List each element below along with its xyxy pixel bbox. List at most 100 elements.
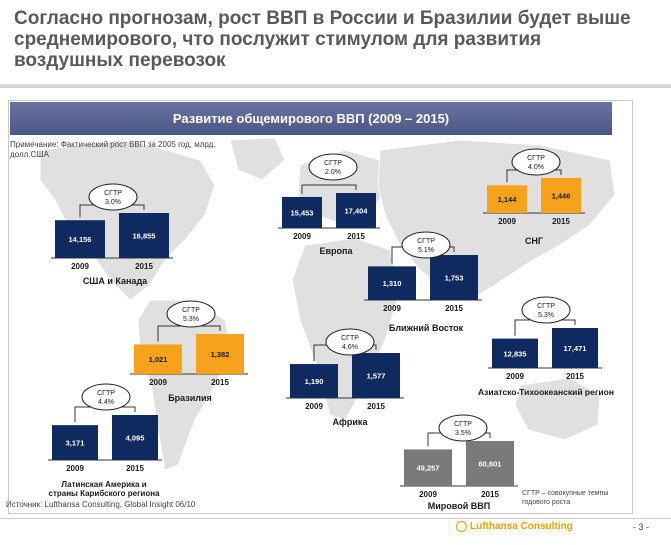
year-tick-label: 2015 <box>481 490 499 499</box>
year-tick-label: 2009 <box>506 372 524 381</box>
bar-2015 <box>541 178 581 213</box>
bar-value-label: 17,404 <box>345 207 369 216</box>
map-australia <box>514 377 601 441</box>
bar-2015 <box>119 213 169 258</box>
bar-2009 <box>55 220 105 258</box>
title-divider <box>0 84 671 88</box>
footnote-units: Примечание: Фактический рост ВВП за 2005… <box>10 140 216 159</box>
bar-2009 <box>404 449 452 486</box>
bar-value-label: 1,021 <box>149 355 168 364</box>
cagr-label: СГТР <box>537 303 555 310</box>
bar-2015 <box>352 353 400 398</box>
region-name: Ближний Восток <box>389 323 464 333</box>
bar-2015 <box>466 441 514 486</box>
bar-2009 <box>134 344 182 374</box>
region-chart: 14,156 2009 16,855 2015 СГТР 3.0% США и Канада <box>51 183 173 286</box>
bar-2009 <box>368 266 416 300</box>
region-chart: 15,453 2009 17,404 2015 СГТР 2.0% Европа <box>278 153 380 256</box>
cagr-bracket <box>301 184 357 194</box>
slide-title: Согласно прогнозам, рост ВВП в России и … <box>14 8 631 71</box>
year-tick-label: 2015 <box>347 232 365 241</box>
cagr-bubble <box>438 414 488 442</box>
region-name: Африка <box>333 417 369 427</box>
region-chart: 1,144 2009 1,446 2015 СГТР 4.0% СНГ <box>483 148 585 246</box>
cagr-bubble <box>308 153 358 181</box>
cagr-value: 4.0% <box>528 164 544 171</box>
page-number: - 3 - <box>633 522 650 532</box>
cagr-label: СГТР <box>341 335 359 342</box>
year-tick-label: 2015 <box>126 464 144 473</box>
bar-2009 <box>52 425 98 460</box>
region-chart: 1,021 2009 1,382 2015 СГТР 5.3% Бразилия <box>130 300 248 403</box>
year-tick-label: 2009 <box>149 378 167 387</box>
cagr-bubble <box>325 328 375 356</box>
year-tick-label: 2009 <box>305 402 323 411</box>
cagr-bubble <box>521 296 571 324</box>
cagr-label: СГТР <box>182 307 200 314</box>
region-name: Европа <box>320 246 354 256</box>
bar-2015 <box>196 334 244 374</box>
cagr-label: СГТР <box>454 421 472 428</box>
cagr-label: СГТР <box>324 160 342 167</box>
bar-2015 <box>336 193 376 228</box>
year-tick-label: 2009 <box>498 217 516 226</box>
bar-value-label: 1,382 <box>211 350 230 359</box>
cagr-label: СГТР <box>527 155 545 162</box>
bar-value-label: 60,601 <box>479 460 502 469</box>
bar-2015 <box>552 328 598 368</box>
cagr-value: 4.6% <box>342 344 358 351</box>
region-name: СНГ <box>525 236 543 246</box>
year-tick-label: 2009 <box>293 232 311 241</box>
cagr-value: 5.3% <box>538 312 554 319</box>
bar-2009 <box>487 185 527 213</box>
year-tick-label: 2015 <box>211 378 229 387</box>
region-name-line2: страны Карибского региона <box>49 489 161 498</box>
bar-value-label: 1,310 <box>383 279 402 288</box>
bar-2015 <box>430 255 478 300</box>
bar-value-label: 16,855 <box>133 232 156 241</box>
cagr-legend-note: CГТР – совокупные темпы годового роста <box>522 490 609 506</box>
bar-value-label: 49,257 <box>417 464 440 473</box>
bar-2015 <box>112 415 158 460</box>
year-tick-label: 2009 <box>383 304 401 313</box>
region-chart: 49,257 2009 60,601 2015 СГТР 3.5% Мировой ВВП <box>400 414 518 511</box>
region-name: Азиатско-Тихоокеанский регион <box>478 387 614 397</box>
region-name: Мировой ВВП <box>428 501 490 511</box>
bar-2009 <box>282 196 322 228</box>
bar-value-label: 1,190 <box>305 377 324 386</box>
year-tick-label: 2015 <box>566 372 584 381</box>
bar-value-label: 14,156 <box>69 235 92 244</box>
cagr-value: 5.3% <box>183 316 199 323</box>
bar-value-label: 1,446 <box>552 192 571 201</box>
source-note: Источник: Lufthansa Consulting, Global I… <box>6 500 196 509</box>
year-tick-label: 2015 <box>367 402 385 411</box>
region-chart: 1,310 2009 1,753 2015 СГТР 5.1% Ближний Восток <box>364 231 482 333</box>
cagr-label: СГТР <box>104 190 122 197</box>
map-greenland <box>229 137 286 181</box>
year-tick-label: 2015 <box>552 217 570 226</box>
bar-value-label: 1,577 <box>367 372 386 381</box>
bar-value-label: 15,453 <box>291 208 314 217</box>
bar-value-label: 17,471 <box>564 344 587 353</box>
brand-name: Lufthansa Consulting <box>470 521 573 532</box>
year-tick-label: 2009 <box>71 262 89 271</box>
cagr-bubble <box>88 183 138 211</box>
region-name: Бразилия <box>168 393 212 403</box>
bar-value-label: 12,835 <box>504 349 527 358</box>
region-chart: 1,190 2009 1,577 2015 СГТР 4.6% Африка <box>286 328 404 427</box>
footer-divider <box>0 518 671 519</box>
year-tick-label: 2015 <box>135 262 153 271</box>
cagr-value: 3.5% <box>455 430 471 437</box>
bar-2009 <box>492 338 538 368</box>
cagr-bubble <box>166 300 216 328</box>
cagr-value: 2.0% <box>325 169 341 176</box>
region-name: США и Канада <box>83 276 148 286</box>
region-chart: 3,171 2009 4,095 2015 СГТР 4.4% Латинская Амер… <box>48 383 162 498</box>
bar-value-label: 1,144 <box>498 195 518 204</box>
cagr-bubble <box>81 383 131 411</box>
bar-value-label: 3,171 <box>66 439 85 448</box>
cagr-label: СГТР <box>97 390 115 397</box>
cagr-value: 5.1% <box>418 247 434 254</box>
year-tick-label: 2015 <box>445 304 463 313</box>
